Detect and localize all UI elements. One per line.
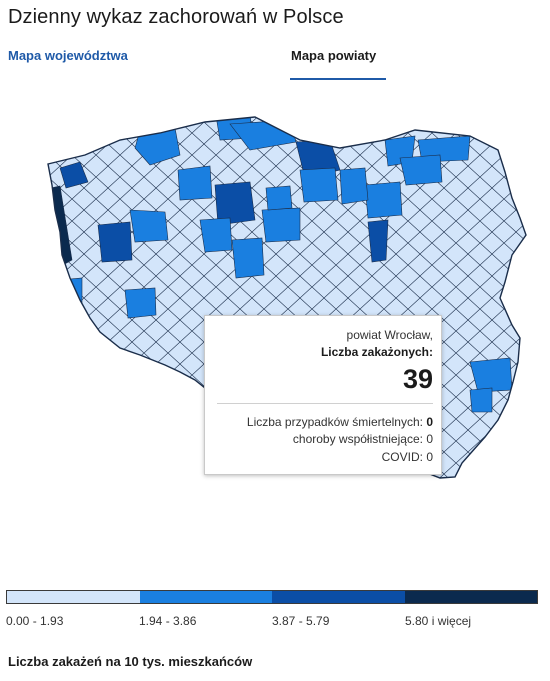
county-region[interactable]	[175, 417, 201, 449]
legend-swatch-2[interactable]	[139, 591, 272, 603]
tooltip-comorbidities-value: 0	[426, 432, 433, 446]
county-region[interactable]	[367, 219, 389, 263]
legend-swatch-4[interactable]	[404, 591, 537, 603]
tooltip-divider	[217, 403, 433, 404]
tooltip-covid-value: 0	[426, 450, 433, 464]
tooltip-comorbidities-label: choroby współistniejące:	[292, 432, 423, 446]
county-region[interactable]	[59, 277, 83, 311]
tooltip-covid: COVID: 0	[382, 450, 433, 464]
legend-label-3: 3.87 - 5.79	[272, 614, 330, 628]
county-region[interactable]	[214, 181, 256, 226]
poland-county-map[interactable]	[0, 100, 550, 490]
legend-color-scale	[6, 590, 538, 604]
county-region[interactable]	[299, 167, 339, 203]
tab-mapa-wojewodztwa[interactable]: Mapa województwa	[8, 48, 128, 63]
legend-swatch-3[interactable]	[272, 591, 405, 603]
tooltip-deaths-value: 0	[426, 415, 433, 429]
county-region[interactable]	[469, 387, 493, 413]
tooltip-deaths-label: Liczba przypadków śmiertelnych:	[246, 415, 423, 429]
county-region[interactable]	[265, 185, 293, 211]
legend-label-4: 5.80 i więcej	[405, 614, 472, 628]
legend-swatch-1[interactable]	[7, 591, 140, 603]
county-region[interactable]	[129, 209, 169, 243]
tooltip-location: powiat Wrocław,	[346, 328, 433, 342]
tooltip-deaths: Liczba przypadków śmiertelnych: 0	[247, 415, 433, 429]
legend-label-2: 1.94 - 3.86	[139, 614, 197, 628]
legend-caption: Liczba zakażeń na 10 tys. mieszkańców	[8, 654, 253, 669]
active-tab-indicator	[290, 78, 386, 80]
tooltip-covid-label: COVID:	[381, 450, 423, 464]
poland-outline	[47, 116, 527, 479]
county-region[interactable]	[364, 181, 403, 219]
tab-mapa-powiaty[interactable]: Mapa powiaty	[291, 48, 377, 63]
tooltip-cases-label: Liczba zakażonych:	[320, 345, 433, 359]
county-region[interactable]	[339, 167, 369, 205]
county-region[interactable]	[97, 221, 133, 263]
county-tooltip: powiat Wrocław, Liczba zakażonych: 39 Li…	[204, 315, 442, 475]
county-region[interactable]	[261, 207, 301, 243]
county-region[interactable]	[199, 217, 233, 253]
county-region[interactable]	[124, 287, 157, 319]
county-region[interactable]	[59, 161, 89, 189]
county-region[interactable]	[231, 237, 265, 279]
legend-label-1: 0.00 - 1.93	[6, 614, 64, 628]
tooltip-comorbidities: choroby współistniejące: 0	[293, 432, 433, 446]
page-title: Dzienny wykaz zachorowań w Polsce	[8, 6, 344, 28]
county-region[interactable]	[177, 165, 213, 201]
county-region[interactable]	[399, 154, 443, 186]
tooltip-cases-value: 39	[402, 364, 433, 394]
